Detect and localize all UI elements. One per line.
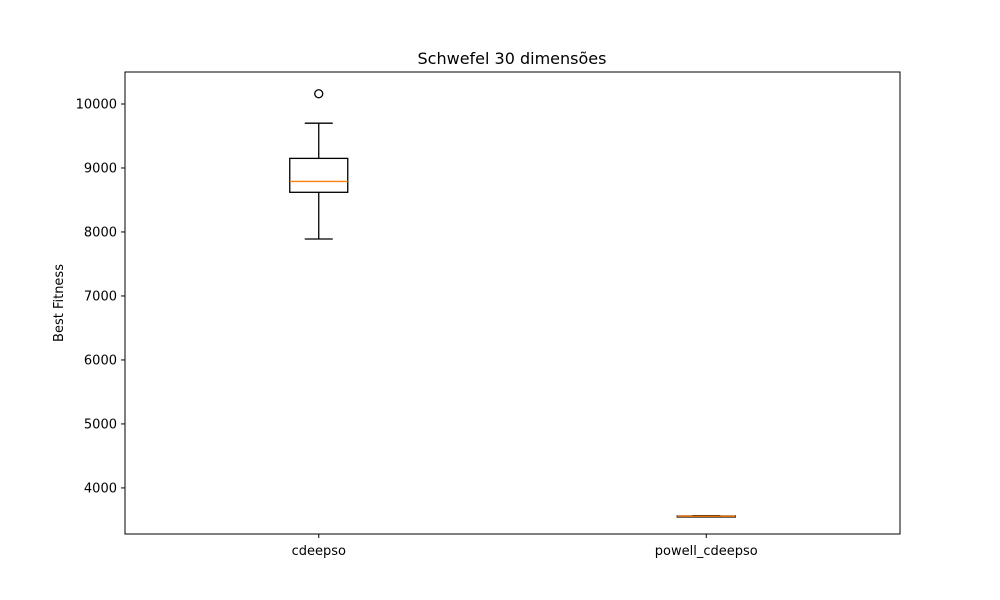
y-tick-label-5000: 5000 xyxy=(84,417,117,432)
outlier-cdeepso-0 xyxy=(314,89,324,99)
y-tick-label-6000: 6000 xyxy=(84,353,117,368)
y-axis-label: Best Fitness xyxy=(52,264,67,342)
box-cdeepso xyxy=(289,157,349,193)
chart-title: Schwefel 30 dimensões xyxy=(418,49,607,68)
plot-frame xyxy=(124,71,901,535)
y-tick-label-7000: 7000 xyxy=(84,289,117,304)
y-tick-label-9000: 9000 xyxy=(84,161,117,176)
y-tick-label-10000: 10000 xyxy=(76,97,117,112)
y-tick-label-8000: 8000 xyxy=(84,225,117,240)
x-tick-label-cdeepso: cdeepso xyxy=(292,544,346,559)
y-tick-label-4000: 4000 xyxy=(84,481,117,496)
plot-marks: 4000 5000 6000 7000 8000 9000 10000 cdeepso powe… xyxy=(76,89,758,559)
x-tick-label-powell_cdeepso: powell_cdeepso xyxy=(655,544,758,559)
